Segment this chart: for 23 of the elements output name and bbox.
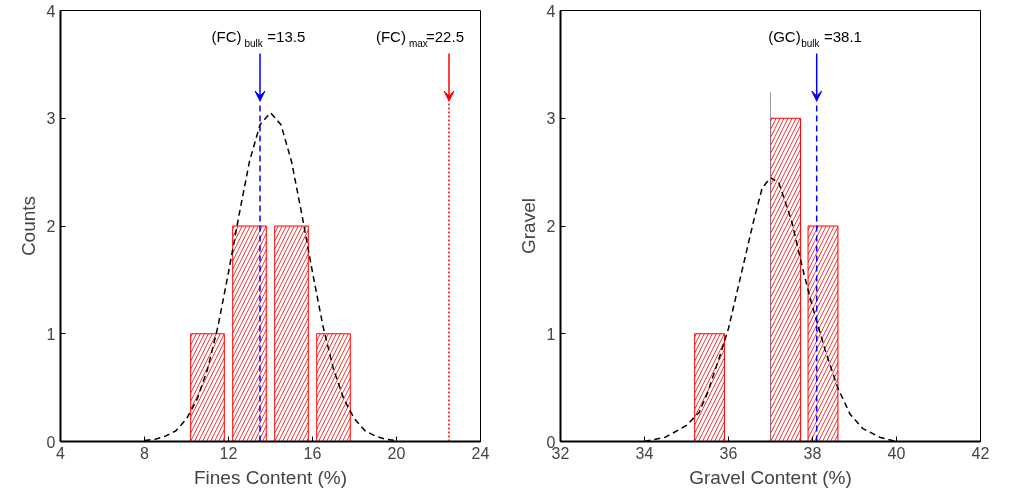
x-tick-label: 16 — [303, 444, 322, 462]
y-tick-label: 3 — [46, 110, 56, 128]
y-tick-label: 1 — [546, 325, 556, 343]
y-tick-label: 2 — [546, 218, 556, 235]
x-axis-title: Gravel Content (%) — [689, 466, 852, 488]
x-tick-label: 40 — [887, 444, 906, 462]
y-tick-label: 1 — [46, 325, 56, 343]
y-tick-label: 4 — [546, 2, 556, 20]
y-tick-label: 3 — [546, 110, 556, 128]
y-tick-label: 2 — [46, 218, 56, 235]
x-axis-title: Fines Content (%) — [193, 466, 348, 488]
y-tick-label: 0 — [46, 433, 56, 451]
x-tick-label: 24 — [471, 444, 490, 462]
x-tick-label: 8 — [140, 444, 150, 462]
x-tick-label: 12 — [219, 444, 238, 462]
x-tick-label: 42 — [971, 444, 990, 462]
y-tick-label: 4 — [46, 2, 56, 20]
x-tick-label: 36 — [719, 444, 738, 462]
x-tick-label: 34 — [635, 444, 654, 462]
y-axis-title: Counts — [17, 195, 39, 257]
x-tick-label: 38 — [803, 444, 822, 462]
x-tick-label: 20 — [387, 444, 406, 462]
y-axis-title: Gravel — [517, 198, 539, 254]
